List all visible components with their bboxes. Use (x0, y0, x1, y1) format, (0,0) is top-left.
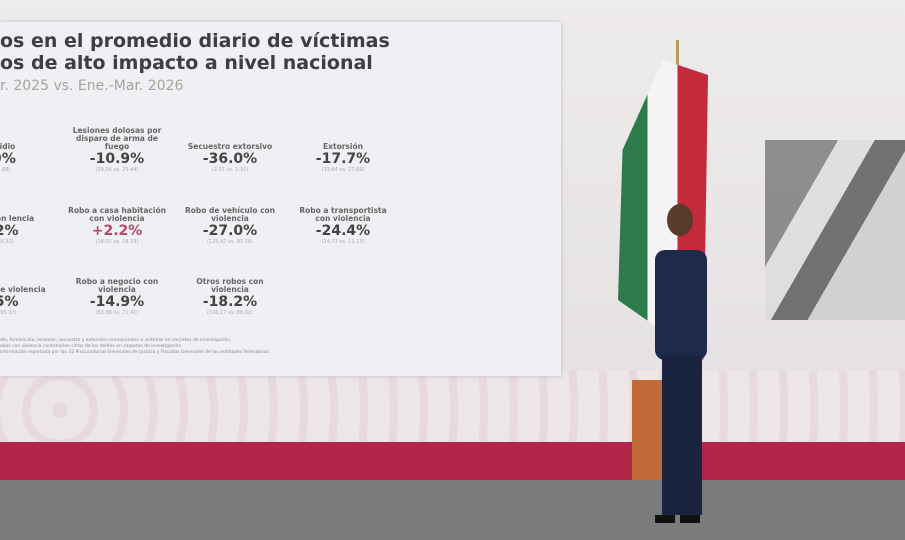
stat-label: Otros robos con violencia (196, 277, 264, 294)
stat-comparison: (18.01 vs. 18.23) (95, 239, 139, 245)
flag-stand (632, 380, 662, 480)
red-band (0, 442, 905, 480)
stat-card: Robo a transportista con violencia -24.4… (291, 199, 395, 246)
stat-comparison: 366.32) (0, 239, 14, 245)
stat-card: Otros robos con violencia -18.2% (106.17… (178, 270, 282, 317)
stat-card: Lesiones dolosas por disparo de arma de … (65, 126, 169, 174)
speaker (655, 204, 707, 523)
stat-card: ranseúnte violencia .5% vs. 95.37) (0, 270, 56, 317)
stat-value: .2% (0, 223, 19, 239)
stat-label: icidio (0, 142, 16, 151)
stat-card: Secuestro extorsivo -36.0% (2.07 vs. 1.3… (178, 127, 282, 174)
stat-card: Robo a negocio con violencia -14.9% (83.… (65, 270, 169, 317)
footnote: obos con violencia contemplan cifras de … (0, 344, 183, 349)
slide-title-line2: os de alto impacto a nivel nacional (0, 52, 373, 74)
presentation-screen: os en el promedio diario de víctimas os … (0, 22, 561, 376)
stat-label: Extorsión (323, 142, 363, 151)
stat-comparison: (14.73 vs. 11.13) (321, 239, 365, 245)
footnote: información reportada por las 32 Procura… (0, 350, 271, 355)
stat-value: -18.2% (202, 294, 258, 310)
stat-comparison: vs. 95.37) (0, 310, 17, 316)
stat-value: .5% (0, 294, 19, 310)
wall-pattern (0, 370, 905, 445)
stat-value: -36.0% (202, 151, 258, 167)
stat-comparison: 1.66) (0, 167, 11, 173)
stat-label: Robo a casa habitación con violencia (68, 206, 166, 223)
stat-card: Robo de vehículo con violencia -27.0% (1… (178, 199, 282, 246)
stat-comparison: (83.88 vs. 71.41) (95, 310, 139, 316)
floor (0, 480, 905, 540)
stat-label: bos con lencia (0, 214, 35, 223)
slide-subtitle: r. 2025 vs. Ene.-Mar. 2026 (0, 78, 184, 94)
stat-label: Secuestro extorsivo (187, 142, 273, 151)
stat-value: -14.9% (89, 294, 145, 310)
footnote: dio, feminicidio, lesiones, secuestro y … (0, 338, 232, 343)
stat-value: -17.7% (315, 151, 371, 167)
mural (765, 140, 905, 320)
stat-comparison: (33.64 vs. 27.69) (321, 167, 365, 173)
stat-value: -27.0% (202, 223, 258, 239)
stat-label: ranseúnte violencia (0, 285, 46, 294)
stat-value: 9% (0, 151, 16, 167)
slide-title-line1: os en el promedio diario de víctimas (0, 30, 390, 52)
stat-card: Robo a casa habitación con violencia +2.… (65, 199, 169, 246)
stat-comparison: (2.07 vs. 1.32) (211, 167, 249, 173)
stat-label: Robo de vehículo con violencia (184, 206, 276, 223)
stat-comparison: (28.56 vs. 25.44) (95, 167, 139, 173)
stat-card: icidio 9% 1.66) (0, 127, 56, 174)
stat-label: Robo a transportista con violencia (299, 206, 387, 223)
stat-comparison: (125.47 vs. 91.56) (206, 239, 254, 245)
stat-label: Lesiones dolosas por disparo de arma de … (72, 126, 162, 151)
stat-label: Robo a negocio con violencia (75, 277, 159, 294)
stat-card: bos con lencia .2% 366.32) (0, 199, 56, 246)
stat-value: -10.9% (89, 151, 145, 167)
stat-value: -24.4% (315, 223, 371, 239)
stat-card: Extorsión -17.7% (33.64 vs. 27.69) (291, 127, 395, 174)
stat-value: +2.2% (91, 223, 143, 239)
stat-comparison: (106.17 vs. 86.82) (206, 310, 254, 316)
